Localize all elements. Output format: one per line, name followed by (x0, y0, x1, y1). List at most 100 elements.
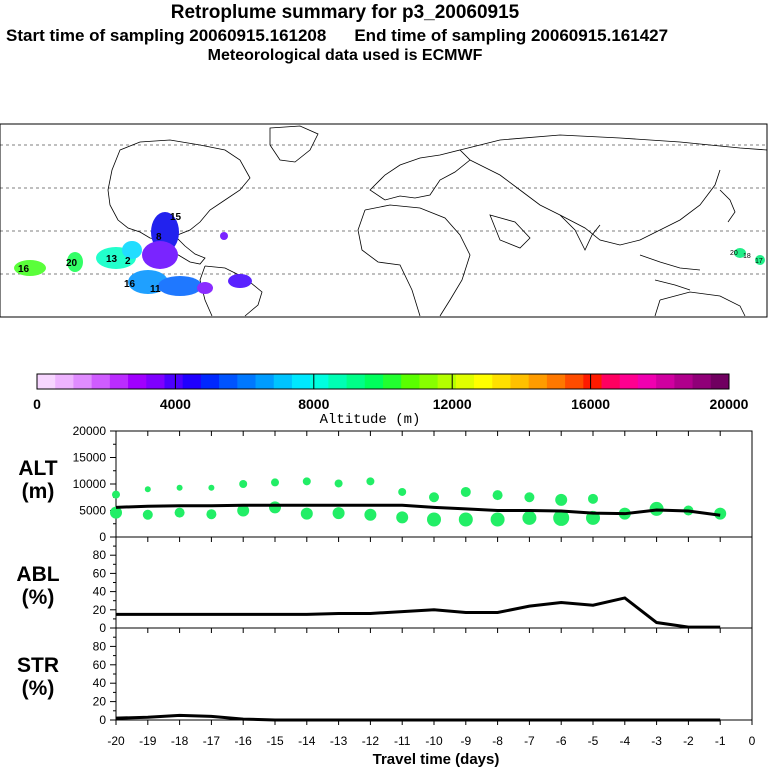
y-tick-label: 60 (93, 566, 107, 580)
x-tick-label: -15 (266, 734, 284, 748)
met-data-label: Meteorological data used is ECMWF (207, 47, 483, 64)
coastlines (107, 125, 768, 317)
colorbar-swatch (182, 374, 202, 389)
map-graticule (0, 144, 767, 275)
colorbar-swatch (291, 374, 311, 389)
alt-scatter-point (398, 487, 407, 496)
colorbar-swatch (419, 374, 439, 389)
colorbar-swatch (510, 374, 530, 389)
colorbar-swatch (237, 374, 257, 389)
colorbar-swatch (109, 374, 129, 389)
panel-alt: 20000 15000 10000 5000 0 ALT(m) (18, 424, 753, 544)
y-tick-label: 20 (93, 695, 107, 709)
colorbar-swatch (328, 374, 348, 389)
sampling-times: Start time of sampling 20060915.161208 En… (6, 26, 668, 46)
colorbar-swatch (583, 374, 603, 389)
x-tick-label: -12 (362, 734, 380, 748)
plume-label: 18 (743, 253, 751, 260)
alt-scatter-point (142, 509, 153, 520)
end-time-label: End time of sampling 20060915.161427 (354, 26, 669, 45)
colorbar-swatch (674, 374, 694, 389)
colorbar-axis-label: Altitude (m) (320, 412, 421, 428)
x-tick-label: -6 (556, 734, 567, 748)
alt-scatter-point (364, 508, 377, 521)
plume-label: 2 (125, 256, 131, 267)
alt-scatter-point (176, 484, 183, 491)
alt-scatter-point (334, 479, 343, 488)
y-tick-label: 0 (99, 621, 106, 635)
alt-scatter-point (429, 492, 439, 503)
colorbar-swatch (37, 374, 56, 389)
alt-scatter-point (144, 486, 151, 493)
alt-scatter-point (714, 507, 727, 520)
y-tick-label: 0 (99, 530, 106, 544)
colorbar-swatch (656, 374, 675, 389)
y-tick-label: 0 (99, 713, 106, 727)
plume-dot (14, 260, 46, 276)
colorbar-swatch (401, 374, 420, 389)
colorbar-swatch (601, 374, 621, 389)
x-tick-label: -18 (171, 734, 189, 748)
y-tick-label: 20 (93, 603, 107, 617)
time-series-panels: 20000150001000050000ALT(m)806040200ABL(%… (16, 424, 755, 768)
alt-scatter-point (208, 484, 215, 491)
x-tick-label: -14 (298, 734, 316, 748)
colorbar-swatch (310, 374, 329, 389)
colorbar-frame (36, 373, 730, 390)
colorbar-swatch (164, 374, 184, 389)
y-tick-label: 80 (93, 639, 107, 653)
alt-mean-line (115, 503, 721, 517)
plume-label: 20 (66, 258, 78, 269)
plume-dot (734, 248, 746, 258)
colorbar-swatch (637, 374, 657, 389)
colorbar-swatch (710, 374, 730, 389)
colorbar-swatch (546, 374, 566, 389)
y-tick-label: 80 (93, 548, 107, 562)
plume-dot (220, 232, 228, 240)
alt-scatter-point (300, 507, 313, 520)
y-tick-label: 15000 (73, 451, 107, 465)
colorbar-swatch (383, 374, 402, 389)
x-tick-label: -3 (651, 734, 662, 748)
x-axis: -20 -19 -18 -17 -16 -15 -14 -13 -12 -11 -10 -9 -8 -7-… (107, 720, 756, 768)
panel-label-unit: (m) (22, 480, 55, 503)
colorbar-swatch (73, 374, 93, 389)
colorbar-swatch (55, 374, 74, 389)
panel-series-line (116, 596, 721, 629)
alt-scatter-point (112, 490, 120, 499)
panel-label: STR (17, 654, 59, 677)
y-tick-label: 40 (93, 676, 107, 690)
chart-title: Retroplume summary for p3_20060915 (170, 2, 520, 23)
plume-label: 20 (730, 250, 738, 257)
colorbar-swatch (364, 374, 384, 389)
x-axis-label: Travel time (days) (373, 751, 500, 768)
colorbar-swatch (255, 374, 275, 389)
x-tick-label: -1 (715, 734, 726, 748)
panel-label-unit: (%) (22, 677, 55, 700)
colorbar-swatch (455, 374, 475, 389)
x-tick-label: -5 (588, 734, 599, 748)
alt-scatter-point (522, 510, 537, 525)
panel-label: ABL (16, 563, 59, 586)
colorbar-swatch (146, 374, 165, 389)
colorbar-swatch (474, 374, 493, 389)
panel-label: ALT (18, 457, 57, 480)
x-tick-label: 0 (749, 734, 756, 748)
alt-scatter-point (239, 480, 248, 488)
far-east-labels: 20 18 17 (730, 250, 763, 265)
world-map: 16 20 13 2 16 11 15 8 20 18 17 (0, 123, 768, 318)
colorbar-swatch (128, 374, 147, 389)
altitude-colorbar: 0 4000 8000 12000 16000 20000 Altitude (m) (33, 373, 749, 428)
panel-abl: 80 60 40 20 0 ABL(%) (16, 536, 753, 635)
plume-label: 16 (18, 264, 30, 275)
x-tick-label: -11 (394, 734, 411, 748)
alt-scatter-point (269, 501, 281, 514)
x-tick-label: -10 (425, 734, 443, 748)
y-tick-label: 10000 (73, 477, 107, 491)
x-tick-label: -20 (107, 734, 125, 748)
colorbar-tick-label: 20000 (710, 396, 749, 412)
start-time-label: Start time of sampling 20060915.161208 (6, 26, 327, 45)
plume-dot (122, 241, 142, 259)
x-tick-label: -19 (139, 734, 157, 748)
